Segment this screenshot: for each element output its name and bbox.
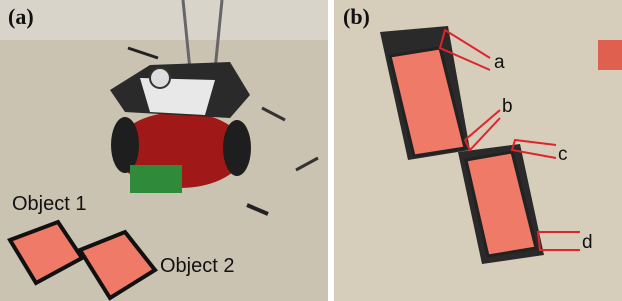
edge-object [598,40,622,70]
annotation: Object 2 [160,255,234,277]
panel-a: (a) Object 1 Object 2 [0,0,328,301]
annotation: c [558,144,568,165]
panel-gap [328,0,334,301]
annotation: b [502,96,513,117]
wall [0,0,328,40]
annotation: a [494,52,505,73]
panel-label: (b) [343,4,370,29]
figure: (a) Object 1 Object 2 (b) a b c d [0,0,622,301]
annotation: Object 1 [12,193,86,215]
panel-b: (b) a b c d [334,0,622,301]
annotation: d [582,232,593,253]
panel-label: (a) [8,4,34,29]
